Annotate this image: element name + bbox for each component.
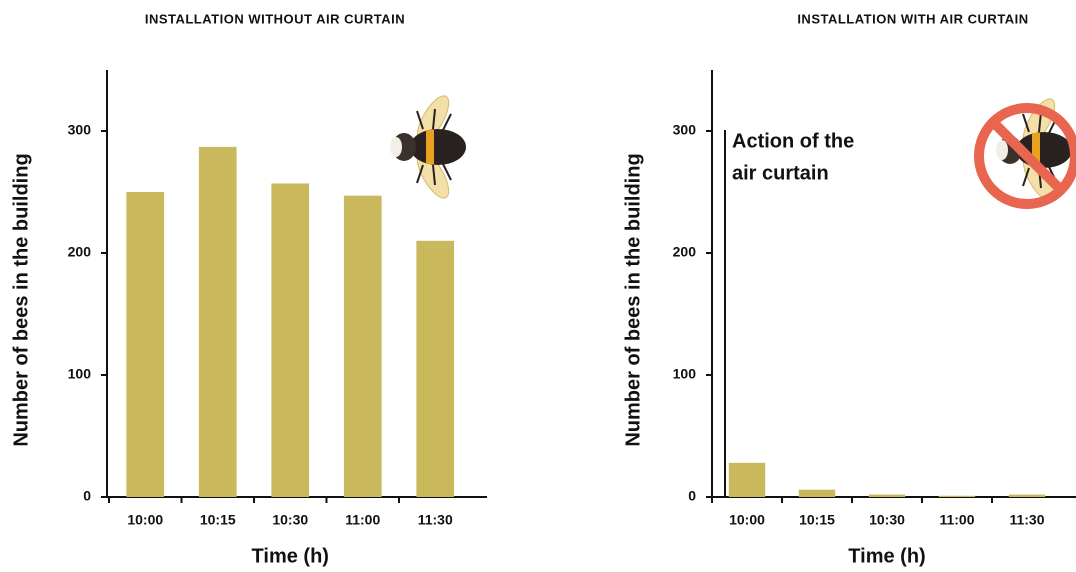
x-tick-label: 11:30 bbox=[1009, 512, 1044, 528]
y-tick-label: 100 bbox=[673, 366, 697, 382]
y-tick-label: 300 bbox=[68, 122, 92, 138]
no-bee-icon bbox=[979, 94, 1075, 205]
x-tick-label: 10:30 bbox=[869, 512, 905, 528]
x-tick-label: 10:00 bbox=[127, 512, 163, 528]
y-tick-label: 100 bbox=[68, 366, 92, 382]
x-tick-label: 10:00 bbox=[729, 512, 765, 528]
x-tick-label: 11:00 bbox=[345, 512, 380, 528]
x-tick-label: 11:00 bbox=[939, 512, 974, 528]
bar bbox=[869, 495, 905, 497]
y-tick-label: 300 bbox=[673, 122, 697, 138]
y-tick-label: 0 bbox=[83, 488, 91, 504]
x-tick-label: 10:30 bbox=[272, 512, 308, 528]
bar bbox=[1009, 495, 1045, 497]
bar bbox=[344, 196, 382, 497]
annotation: Action of the bbox=[732, 130, 854, 152]
chart-title: INSTALLATION WITHOUT AIR CURTAIN bbox=[145, 11, 405, 26]
bar bbox=[799, 490, 835, 497]
x-tick-label: 10:15 bbox=[799, 512, 835, 528]
chart-title: INSTALLATION WITH AIR CURTAIN bbox=[797, 11, 1028, 26]
y-tick-label: 0 bbox=[688, 488, 696, 504]
x-tick-label: 10:15 bbox=[200, 512, 236, 528]
y-tick-label: 200 bbox=[68, 244, 92, 260]
bee-icon bbox=[390, 91, 466, 202]
bar bbox=[199, 147, 237, 497]
x-axis-label: Time (h) bbox=[252, 545, 329, 567]
bar bbox=[271, 183, 309, 497]
bar bbox=[126, 192, 164, 497]
bar bbox=[729, 463, 765, 497]
annotation: air curtain bbox=[732, 162, 829, 184]
x-axis-label: Time (h) bbox=[848, 545, 925, 567]
bar bbox=[939, 496, 975, 497]
y-tick-label: 200 bbox=[673, 244, 697, 260]
bar bbox=[416, 241, 454, 497]
chart: INSTALLATION WITHOUT AIR CURTAIN Number o… bbox=[0, 0, 1076, 572]
y-axis-label: Number of bees in the building bbox=[10, 153, 32, 446]
y-axis-label: Number of bees in the building bbox=[622, 153, 644, 446]
x-tick-label: 11:30 bbox=[418, 512, 453, 528]
